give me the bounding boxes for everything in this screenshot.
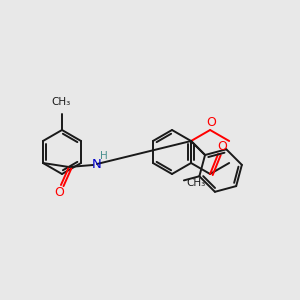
Text: O: O: [217, 140, 227, 154]
Text: CH₃: CH₃: [51, 97, 70, 107]
Text: N: N: [92, 158, 102, 170]
Text: O: O: [54, 187, 64, 200]
Text: H: H: [100, 151, 108, 161]
Text: O: O: [206, 116, 216, 128]
Text: CH₃: CH₃: [186, 178, 205, 188]
